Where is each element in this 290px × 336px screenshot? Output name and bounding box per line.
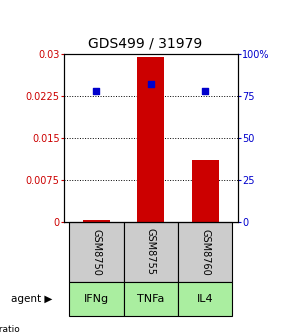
Text: TNFa: TNFa (137, 294, 164, 304)
Text: GSM8755: GSM8755 (146, 228, 156, 276)
Bar (178, 222, 232, 282)
Bar (69, 222, 124, 282)
Legend: log ratio, percentile rank within the sample: log ratio, percentile rank within the sa… (0, 325, 135, 336)
Text: IFNg: IFNg (84, 294, 109, 304)
Bar (83, 220, 110, 222)
Point (203, 88, 207, 93)
Point (94, 88, 99, 93)
Bar (124, 282, 178, 316)
Bar (124, 222, 178, 282)
Bar (137, 56, 164, 222)
Bar (178, 282, 232, 316)
Text: GDS499 / 31979: GDS499 / 31979 (88, 37, 202, 51)
Bar (69, 282, 124, 316)
Text: IL4: IL4 (197, 294, 213, 304)
Bar (192, 160, 219, 222)
Text: GSM8750: GSM8750 (91, 228, 101, 276)
Text: GSM8760: GSM8760 (200, 228, 210, 276)
Point (148, 81, 153, 87)
Text: agent ▶: agent ▶ (11, 294, 52, 304)
